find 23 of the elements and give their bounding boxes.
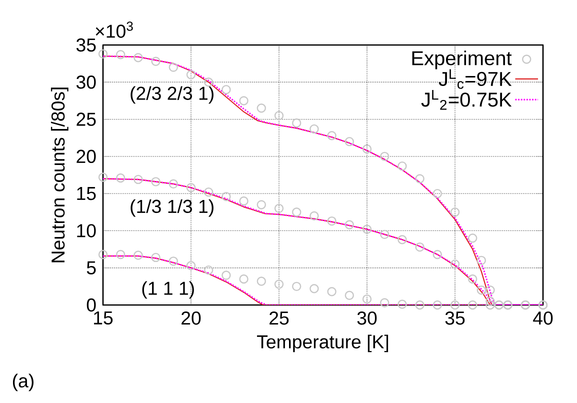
y-tick-label: 0 — [86, 298, 96, 312]
x-tick-label: 25 — [270, 311, 289, 325]
x-tick-label: 20 — [182, 311, 201, 325]
x-axis-title: Temperature [K] — [257, 334, 388, 352]
y-tick-label: 35 — [76, 38, 96, 52]
legend-label: Experiment — [412, 50, 512, 70]
annotation: (1/3 1/3 1) — [130, 199, 214, 217]
y-tick-label: 15 — [77, 187, 96, 200]
x-tick-label: 40 — [533, 311, 553, 325]
y-tick-label: 10 — [77, 224, 96, 238]
annotation: (2/3 2/3 1) — [130, 86, 214, 104]
y-tick-label: 20 — [76, 150, 96, 164]
y-tick-label: 5 — [86, 261, 96, 274]
y-tick-label: 25 — [76, 112, 96, 126]
legend-label: J$^{L}$$_{c}$=97K — [438, 69, 512, 89]
x-tick-label: 35 — [445, 311, 465, 325]
legend-label: J$^{L}$$_{2}$=0.75K — [421, 90, 512, 110]
text: ×10$^{3}$ — [96, 22, 133, 38]
x-tick-label: 30 — [357, 311, 377, 325]
text: (a) — [12, 374, 34, 392]
y-tick-label: 30 — [76, 76, 96, 89]
y-axis-title: Neutron counts [/80s] — [50, 88, 68, 262]
annotation: (1 1 1) — [142, 281, 194, 299]
